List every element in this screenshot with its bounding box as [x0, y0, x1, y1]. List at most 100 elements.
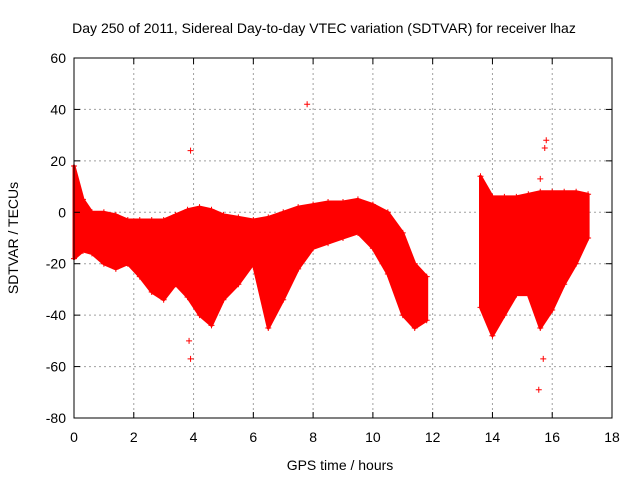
data-point [543, 137, 550, 144]
data-point [235, 281, 242, 288]
data-point [535, 386, 542, 393]
x-tick-label: 14 [485, 429, 501, 445]
data-point [310, 201, 317, 208]
data-point [148, 289, 155, 295]
data-point [136, 273, 143, 280]
y-tick-label: -20 [46, 256, 66, 272]
data-point [88, 250, 95, 257]
x-tick-label: 4 [190, 429, 198, 445]
data-point [537, 188, 544, 195]
data-point [100, 209, 107, 216]
data-point [399, 312, 406, 319]
data-point [295, 204, 302, 211]
data-band [479, 174, 590, 338]
data-point [265, 325, 272, 331]
data-point [112, 211, 119, 218]
data-point [196, 204, 203, 211]
y-tick-label: 60 [50, 50, 66, 66]
data-point [541, 145, 548, 151]
y-tick-label: 0 [58, 204, 66, 220]
x-tick-label: 0 [70, 429, 78, 445]
data-point [384, 271, 391, 277]
data-point [196, 312, 203, 319]
x-tick-label: 2 [130, 429, 138, 445]
data-point [525, 291, 532, 298]
data-point [310, 245, 317, 252]
data-point [124, 260, 131, 267]
data-point [540, 355, 547, 362]
x-tick-label: 8 [309, 429, 317, 445]
data-point [280, 296, 287, 303]
data-point [208, 322, 215, 329]
data-point [585, 191, 592, 198]
data-point [124, 217, 131, 223]
data-point [160, 217, 167, 223]
data-point [325, 240, 332, 247]
data-point [411, 325, 418, 331]
data-point [184, 294, 191, 301]
data-point [184, 206, 191, 213]
data-series [71, 101, 592, 393]
data-point [112, 265, 119, 272]
data-point [354, 196, 361, 203]
data-point [480, 250, 487, 257]
chart-title: Day 250 of 2011, Sidereal Day-to-day VTE… [72, 20, 576, 36]
data-point [384, 209, 391, 216]
y-axis-label: SDTVAR / TECUs [5, 182, 21, 294]
data-point [235, 214, 242, 221]
data-point [340, 199, 346, 205]
data-point [250, 260, 257, 267]
plot-frame [73, 57, 613, 419]
data-point [501, 193, 508, 200]
data-point [573, 260, 580, 267]
data-point [295, 265, 302, 272]
data-point [220, 296, 227, 303]
data-point [100, 260, 107, 267]
x-axis-label: GPS time / hours [287, 457, 394, 473]
data-point [369, 245, 376, 252]
data-point [186, 337, 193, 344]
data-point [354, 229, 361, 236]
data-point [573, 188, 580, 195]
data-point [549, 188, 556, 195]
data-point [187, 147, 194, 154]
y-tick-label: 40 [50, 101, 66, 117]
data-point [585, 235, 592, 241]
data-point [280, 209, 287, 216]
data-band [72, 164, 429, 330]
data-point [525, 191, 532, 198]
data-point [160, 296, 167, 303]
y-tick-label: 20 [50, 153, 66, 169]
data-point [250, 217, 257, 223]
data-point [304, 101, 311, 108]
data-point [172, 211, 179, 218]
data-point [369, 201, 376, 208]
data-point [340, 235, 346, 241]
data-point [79, 247, 86, 254]
x-tick-label: 16 [544, 429, 560, 445]
data-point [172, 281, 179, 288]
data-point [187, 355, 194, 362]
data-point [549, 307, 556, 313]
data-point [489, 332, 496, 339]
x-tick-label: 6 [249, 429, 257, 445]
x-tick-label: 12 [425, 429, 441, 445]
data-point [477, 304, 484, 311]
data-point [561, 281, 568, 288]
data-point [148, 217, 155, 223]
data-point [501, 312, 508, 319]
y-tick-label: -40 [46, 307, 66, 323]
data-point [561, 188, 568, 195]
x-tick-label: 10 [365, 429, 381, 445]
data-point [208, 206, 215, 213]
data-point [411, 260, 418, 267]
x-tick-label: 18 [604, 429, 620, 445]
data-point [423, 273, 430, 280]
data-point [489, 193, 496, 200]
data-point [423, 317, 430, 324]
data-point [136, 217, 143, 223]
data-point [325, 199, 332, 205]
y-tick-label: -60 [46, 359, 66, 375]
data-point [265, 214, 272, 221]
